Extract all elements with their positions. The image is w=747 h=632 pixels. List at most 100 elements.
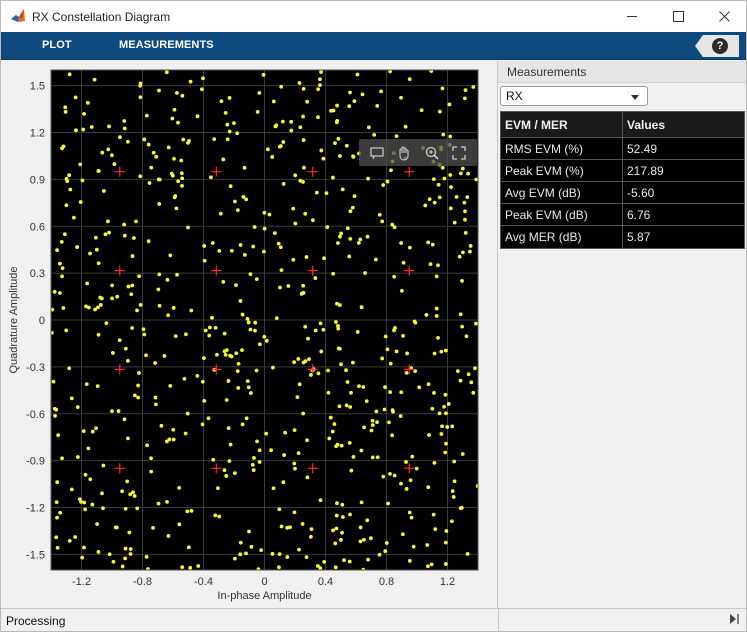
y-tick-label: -1.5 [26, 549, 45, 561]
restore-view-icon[interactable] [448, 142, 470, 164]
y-tick-label: -1.2 [26, 503, 45, 515]
received-symbol-point [217, 514, 222, 519]
received-symbol-point [258, 342, 262, 347]
received-symbol-point [344, 403, 349, 408]
collapse-panel-icon[interactable] [728, 613, 742, 627]
received-symbol-point [303, 324, 308, 329]
received-symbol-point [201, 76, 205, 81]
received-symbol-point [196, 564, 201, 568]
received-symbol-point [309, 373, 313, 377]
measurements-table: EVM / MER Values RMS EVM (%) 52.49 Peak … [500, 111, 745, 249]
close-button[interactable] [701, 1, 747, 32]
zoom-in-icon[interactable] [421, 142, 443, 164]
received-symbol-point [200, 422, 205, 427]
received-symbol-point [236, 385, 241, 390]
received-symbol-point [462, 96, 467, 101]
received-symbol-point [380, 219, 385, 224]
received-symbol-point [228, 442, 233, 447]
received-symbol-point [407, 245, 412, 250]
received-symbol-point [410, 454, 415, 459]
received-symbol-point [136, 383, 140, 388]
tab-measurements[interactable]: MEASUREMENTS [119, 39, 214, 51]
received-symbol-point [75, 245, 80, 249]
received-symbol-point [363, 271, 367, 275]
received-symbol-point [452, 220, 457, 225]
received-symbol-point [403, 124, 408, 129]
received-symbol-point [63, 109, 68, 114]
x-tick-label: -0.8 [133, 576, 152, 588]
received-symbol-point [458, 171, 463, 176]
received-symbol-point [289, 119, 294, 124]
received-symbol-point [404, 460, 408, 464]
received-symbol-point [151, 150, 156, 155]
received-symbol-point [298, 125, 303, 130]
metric-label: Avg EVM (dB) [501, 182, 623, 204]
received-symbol-point [179, 171, 184, 176]
received-symbol-point [75, 455, 80, 459]
received-symbol-point [394, 349, 399, 354]
received-symbol-point [313, 328, 318, 333]
received-symbol-point [67, 173, 72, 178]
metric-label: Peak EVM (%) [501, 160, 623, 182]
pan-icon[interactable] [393, 142, 415, 164]
received-symbol-point [347, 254, 352, 259]
tab-plot[interactable]: PLOT [42, 39, 72, 51]
received-symbol-point [54, 500, 59, 504]
received-symbol-point [436, 182, 441, 187]
received-symbol-point [388, 361, 393, 366]
column-header-values[interactable]: Values [627, 118, 666, 132]
received-symbol-point [85, 101, 90, 105]
received-symbol-point [223, 111, 228, 115]
received-symbol-point [117, 338, 122, 343]
minimize-button[interactable] [609, 1, 655, 32]
received-symbol-point [262, 249, 266, 254]
received-symbol-point [165, 277, 170, 282]
received-symbol-point [448, 206, 453, 211]
received-symbol-point [434, 306, 439, 311]
received-symbol-point [64, 176, 69, 181]
received-symbol-point [83, 507, 88, 512]
received-symbol-point [458, 312, 463, 317]
metric-value: 217.89 [627, 164, 664, 178]
received-symbol-point [437, 195, 442, 200]
received-symbol-point [106, 147, 111, 152]
x-tick-label: 0.4 [318, 576, 333, 588]
received-symbol-point [249, 544, 254, 549]
received-symbol-point [301, 360, 306, 365]
received-symbol-point [463, 230, 468, 235]
received-symbol-point [52, 289, 57, 294]
signal-selector-dropdown[interactable]: RX [500, 86, 648, 106]
column-header-metric[interactable]: EVM / MER [501, 112, 623, 138]
data-tips-icon[interactable] [366, 142, 388, 164]
received-symbol-point [211, 457, 216, 462]
received-symbol-point [370, 423, 375, 428]
received-symbol-point [110, 153, 114, 158]
received-symbol-point [210, 315, 214, 320]
received-symbol-point [358, 539, 363, 544]
received-symbol-point [336, 136, 341, 141]
received-symbol-point [337, 404, 342, 409]
plot-border [50, 69, 479, 571]
received-symbol-point [471, 390, 476, 395]
x-tick-label: 1.2 [440, 576, 455, 588]
received-symbol-point [370, 455, 375, 460]
maximize-button[interactable] [655, 1, 701, 32]
received-symbol-point [401, 333, 405, 338]
received-symbol-point [200, 379, 205, 384]
received-symbol-point [215, 352, 219, 357]
received-symbol-point [233, 199, 237, 204]
received-symbol-point [444, 348, 448, 353]
received-symbol-point [238, 299, 243, 303]
received-symbol-point [411, 544, 416, 549]
received-symbol-point [423, 203, 428, 208]
received-symbol-point [251, 468, 256, 472]
received-symbol-point [291, 206, 296, 211]
received-symbol-point [81, 429, 86, 434]
received-symbol-point [277, 565, 281, 570]
received-symbol-point [443, 540, 448, 545]
y-tick-label: 1.2 [30, 128, 45, 140]
help-button[interactable]: ? [695, 35, 739, 57]
received-symbol-point [85, 281, 90, 286]
received-symbol-point [339, 362, 343, 367]
reference-constellation-point [211, 364, 222, 375]
